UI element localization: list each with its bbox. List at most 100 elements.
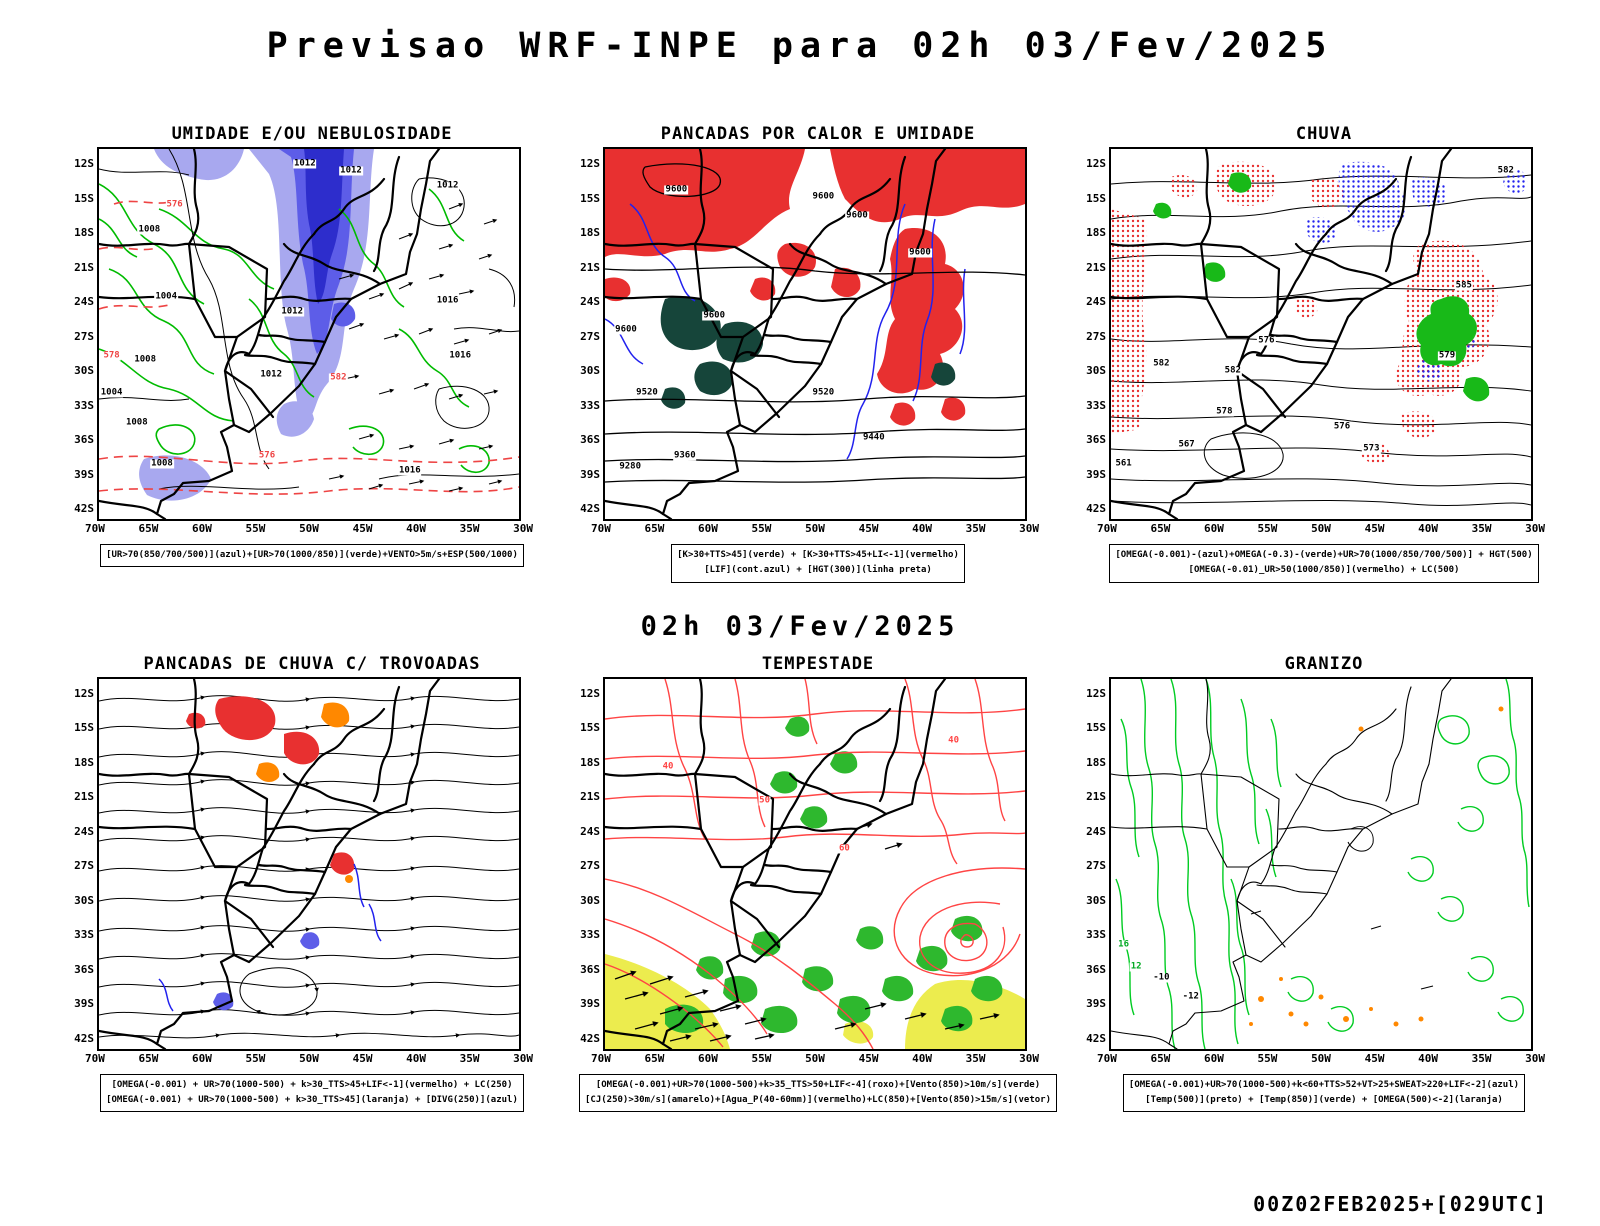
longitude-axis: 70W 65W 60W 55W 50W 45W 40W 35W 30W <box>85 1052 533 1065</box>
axis-label: 65W <box>1150 1051 1171 1065</box>
axis-label: 12S <box>1086 157 1106 170</box>
axis-label: 27S <box>74 859 94 873</box>
axis-label: 55W <box>751 1051 772 1065</box>
axis-label: 50W <box>299 522 319 535</box>
axis-label: 40W <box>1418 1051 1438 1065</box>
legend-trovoadas: [OMEGA(-0.001) + UR>70(1000-500) + k>30_… <box>100 1073 524 1113</box>
latitude-axis: 12S 15S 18S 21S 24S 27S 30S 33S 36S 39S 42S <box>64 147 97 521</box>
map-canvas-pancadas-calor <box>605 149 1025 519</box>
latitude-axis: 12S 15S 18S 21S 24S 27S 30S 33S 36S 39S 42S <box>1076 147 1109 521</box>
latitude-axis: 12S 15S 18S 21S 24S 27S 30S 33S 36S 39S 42S <box>64 677 97 1051</box>
axis-label: 39S <box>580 997 600 1011</box>
axis-label: 50W <box>1311 522 1331 535</box>
axis-label: 39S <box>580 467 600 481</box>
axis-label: 30W <box>1525 522 1545 535</box>
axis-label: 42S <box>580 502 600 515</box>
axis-label: 27S <box>580 329 600 343</box>
map-canvas-tempestade <box>605 678 1025 1049</box>
panel-title: PANCADAS DE CHUVA C/ TROVOADAS <box>143 653 481 674</box>
axis-label: 35W <box>1471 522 1492 535</box>
axis-label: 12S <box>580 157 600 170</box>
axis-label: 18S <box>580 226 600 239</box>
legend-line: [CJ(250)>30m/s](amarelo)+[Agua_P(40-60mm… <box>585 1094 1051 1105</box>
axis-label: 36S <box>1086 433 1106 446</box>
axis-label: 40W <box>912 1051 932 1065</box>
green-humidity-contours <box>99 183 490 474</box>
longitude-axis: 70W 65W 60W 55W 50W 45W 40W 35W 30W <box>591 1052 1039 1065</box>
axis-label: 36S <box>74 433 94 446</box>
axis-label: 70W <box>1097 1051 1117 1065</box>
axis-label: 21S <box>580 260 600 274</box>
height-300-contours <box>605 163 1025 483</box>
longitude-axis: 70W 65W 60W 55W 50W 45W 40W 35W 30W <box>1097 522 1545 535</box>
map-chuva: 582 578 576 573 567 561 579 576 582 585 582 <box>1109 147 1533 521</box>
axis-label: 30S <box>1086 364 1106 377</box>
axis-label: 30S <box>580 364 600 377</box>
axis-label: 35W <box>965 1051 986 1065</box>
legend-line: [OMEGA(-0.001)-(azul)+OMEGA(-0.3)-(verde… <box>1115 550 1533 560</box>
axis-label: 42S <box>74 502 94 515</box>
lifted-index-contours <box>605 203 966 460</box>
legend-line: [OMEGA(-0.001)+UR>70(1000-500)+k>35_TTS>… <box>595 1079 1041 1090</box>
legend-granizo: [OMEGA(-0.001)+UR>70(1000-500)+k<60+TTS>… <box>1122 1073 1526 1113</box>
panel-chuva: CHUVA 12S 15S 18S 21S 24S 27S 30S 33S 36S 39S 42S <box>1076 124 1545 583</box>
axis-label: 30W <box>1019 522 1039 535</box>
panel-trovoadas: PANCADAS DE CHUVA C/ TROVOADAS 12S 15S 18S… <box>64 653 533 1113</box>
map-umidade: 1012 1012 1012 1008 1004 1008 1012 1016 1012 1016… <box>97 147 521 521</box>
axis-label: 50W <box>299 1051 319 1065</box>
axis-label: 30W <box>513 1051 533 1065</box>
axis-label: 65W <box>644 1051 665 1065</box>
axis-label: 70W <box>591 522 611 535</box>
longitude-axis: 70W 65W 60W 55W 50W 45W 40W 35W 30W <box>1097 1052 1545 1065</box>
axis-label: 24S <box>580 824 600 838</box>
axis-label: 15S <box>580 721 600 735</box>
axis-label: 60W <box>698 1051 718 1065</box>
axis-label: 65W <box>1150 522 1171 535</box>
axis-label: 60W <box>192 522 212 535</box>
map-canvas-umidade <box>99 149 519 519</box>
valid-time-caption: 02h 03/Fev/2025 <box>640 610 960 642</box>
run-timestamp: 00Z02FEB2025+[029UTC] <box>1253 1192 1548 1216</box>
temp-850-contours <box>1115 678 1530 1049</box>
panel-title: PANCADAS POR CALOR E UMIDADE <box>660 124 976 144</box>
axis-label: 45W <box>1364 522 1385 535</box>
latitude-axis: 12S 15S 18S 21S 24S 27S 30S 33S 36S 39S 42S <box>1076 677 1109 1051</box>
legend-pancadas-calor: [K>30+TTS>45](verde) + [K>30+TTS>45+LI<-… <box>671 544 965 583</box>
axis-label: 24S <box>74 295 94 308</box>
axis-label: 60W <box>1204 522 1224 535</box>
rain-green-layer <box>1153 172 1490 402</box>
map-canvas-trovoadas <box>99 678 519 1049</box>
axis-label: 33S <box>580 398 600 412</box>
axis-label: 27S <box>74 329 94 343</box>
axis-label: 39S <box>1086 997 1106 1011</box>
axis-label: 39S <box>1086 467 1106 481</box>
legend-line: [OMEGA(-0.001)+UR>70(1000-500)+k<60+TTS>… <box>1128 1079 1520 1090</box>
wind-vectors <box>328 203 503 492</box>
streamlines-250 <box>99 694 519 1038</box>
map-canvas-chuva <box>1111 149 1531 519</box>
axis-label: 15S <box>74 191 94 205</box>
axis-label: 70W <box>591 1051 611 1065</box>
convective-red-layer <box>605 149 1025 426</box>
thunderstorm-patches <box>186 695 355 1010</box>
axis-label: 33S <box>74 928 94 942</box>
axis-label: 18S <box>1086 226 1106 239</box>
axis-label: 65W <box>138 1051 159 1065</box>
axis-label: 21S <box>1086 790 1106 804</box>
axis-label: 30S <box>1086 893 1106 907</box>
axis-label: 35W <box>965 522 986 535</box>
axis-label: 24S <box>1086 824 1106 838</box>
axis-label: 45W <box>858 522 879 535</box>
axis-label: 12S <box>74 157 94 170</box>
axis-label: 30W <box>1525 1051 1545 1065</box>
axis-label: 55W <box>245 1051 266 1065</box>
panel-granizo: GRANIZO 12S 15S 18S 21S 24S 27S 30S 33S 36S 39S 42… <box>1076 654 1545 1113</box>
axis-label: 45W <box>858 1051 879 1065</box>
axis-label: 42S <box>1086 502 1106 515</box>
legend-line: [OMEGA(-0.001) + UR>70(1000-500) + k>30_… <box>111 1079 513 1090</box>
axis-label: 39S <box>74 997 94 1011</box>
thickness-contours <box>99 200 519 495</box>
map-trovoadas <box>97 676 521 1051</box>
panel-pancadas-calor: PANCADAS POR CALOR E UMIDADE 12S 15S 18S 21… <box>570 124 1039 583</box>
axis-label: 42S <box>74 1031 94 1045</box>
